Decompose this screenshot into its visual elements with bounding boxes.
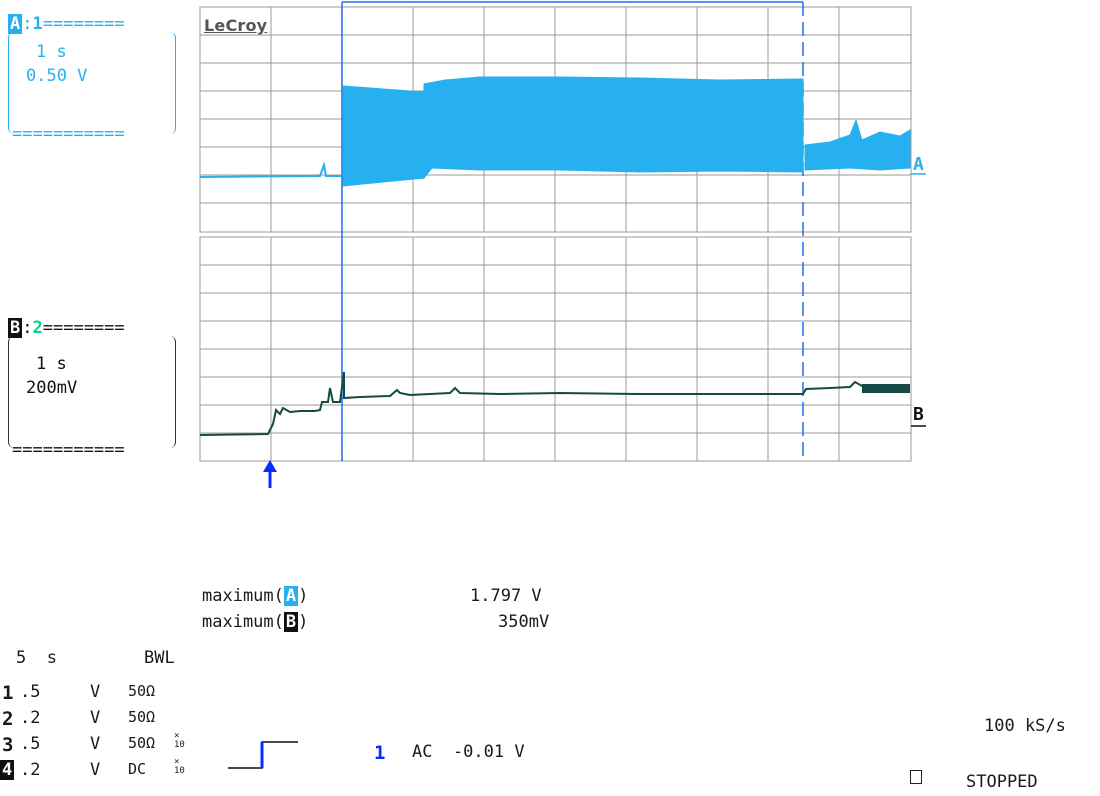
trace-b-waveform <box>199 371 911 436</box>
measurement-b-value: 350mV <box>498 612 550 632</box>
trace-b-bracket <box>8 336 176 448</box>
acquisition-status-icon[interactable] <box>910 770 922 784</box>
trace-a-timebase: 1 s <box>36 42 67 62</box>
trace-a-header-line: ======== <box>42 14 125 34</box>
measurement-a-value: 1.797 V <box>470 586 542 606</box>
trace-a-letter: A <box>8 14 23 34</box>
channel-3-volts: .5 <box>20 734 41 754</box>
trace-b-letter: B <box>8 318 23 338</box>
trace-a-waveform <box>199 76 911 187</box>
channel-1-unit: V <box>90 682 101 702</box>
measurement-b-letter: B <box>283 612 299 632</box>
channel-1-coupling: 50Ω <box>128 682 156 700</box>
channel-row-4[interactable]: 4 .2 V DC × 10 <box>0 757 200 782</box>
trace-b-channel: 2 <box>32 318 43 338</box>
channel-settings: 1 .5 V 50Ω 2 .2 V 50Ω 3 .5 V 50Ω × 10 4 … <box>0 682 200 794</box>
channel-2-volts: .2 <box>20 708 41 728</box>
trace-a-bracket <box>8 32 176 134</box>
trace-a-info-panel[interactable]: A:1======== 1 s 0.50 V =========== <box>8 14 176 144</box>
channel-1-number: 1 <box>2 682 14 704</box>
channel-2-coupling: 50Ω <box>128 708 156 726</box>
scope-display[interactable]: A B <box>0 0 1100 500</box>
channel-4-unit: V <box>90 760 101 780</box>
trace-a-footer-line: =========== <box>12 124 125 144</box>
channel-4-coupling: DC <box>128 760 147 778</box>
measurement-b-label-prefix: maximum( <box>202 612 284 632</box>
trace-a-channel: 1 <box>32 14 43 34</box>
timebase-setting[interactable]: 5 s <box>16 648 57 668</box>
sample-rate: 100 kS/s <box>984 716 1066 736</box>
channel-4-volts: .2 <box>20 760 41 780</box>
trace-b-marker: B <box>913 404 924 425</box>
channel-4-number: 4 <box>0 760 15 780</box>
trigger-slope-icon[interactable] <box>226 738 300 770</box>
channel-1-volts: .5 <box>20 682 41 702</box>
channel-2-unit: V <box>90 708 101 728</box>
trace-b-info-panel[interactable]: B:2======== 1 s 200mV =========== <box>8 318 176 460</box>
channel-3-coupling: 50Ω <box>128 734 156 752</box>
measurement-row-a: maximum(A) <box>202 586 308 606</box>
bwl-indicator[interactable]: BWL <box>144 648 175 668</box>
brand-logo: LeCroy <box>204 16 268 35</box>
trigger-position-arrow <box>263 460 277 488</box>
channel-row-2[interactable]: 2 .2 V 50Ω <box>0 708 200 730</box>
trigger-settings[interactable]: AC -0.01 V <box>412 742 525 762</box>
measurement-a-label-suffix: ) <box>298 586 309 606</box>
trace-a-scale: 0.50 V <box>26 66 88 86</box>
channel-4-probe: × 10 <box>174 757 185 776</box>
channel-3-unit: V <box>90 734 101 754</box>
channel-2-number: 2 <box>2 708 14 730</box>
trace-b-footer-line: =========== <box>12 440 125 460</box>
trigger-channel[interactable]: 1 <box>374 742 386 764</box>
trace-b-scale: 200mV <box>26 378 78 398</box>
measurement-a-letter: A <box>283 586 299 606</box>
acquisition-status: STOPPED <box>966 772 1038 792</box>
measurement-b-label-suffix: ) <box>298 612 309 632</box>
channel-3-number: 3 <box>2 734 14 756</box>
measurement-a-label-prefix: maximum( <box>202 586 284 606</box>
grid-b <box>199 236 912 462</box>
channel-row-3[interactable]: 3 .5 V 50Ω × 10 <box>0 731 200 757</box>
channel-row-1[interactable]: 1 .5 V 50Ω <box>0 682 200 704</box>
trace-b-timebase: 1 s <box>36 354 67 374</box>
trace-b-header-line: ======== <box>42 318 125 338</box>
channel-3-probe: × 10 <box>174 731 185 750</box>
measurement-row-b: maximum(B) <box>202 612 308 632</box>
trace-a-marker: A <box>913 154 924 175</box>
